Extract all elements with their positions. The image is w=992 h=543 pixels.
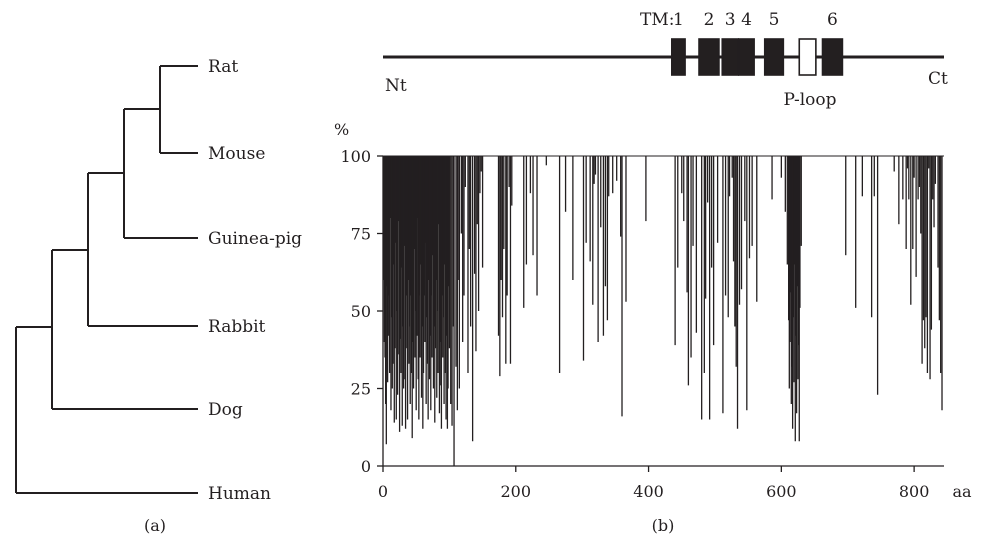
panel-label-b: (b): [652, 516, 675, 535]
x-tick-label: 0: [378, 482, 388, 501]
tm2-label: 2: [704, 10, 715, 30]
x-tick-label: 800: [899, 482, 930, 501]
y-axis-ticks: 0 25 50 75 100: [340, 147, 383, 476]
n-terminus-label: Nt: [385, 76, 407, 96]
y-tick-label: 75: [351, 225, 371, 244]
x-tick-label: 200: [501, 482, 532, 501]
tm2-segment: [698, 38, 720, 76]
taxon-label-guinea-pig: Guinea-pig: [208, 229, 302, 249]
taxon-label-human: Human: [208, 484, 271, 504]
taxon-label-rat: Rat: [208, 57, 238, 77]
taxon-label-mouse: Mouse: [208, 144, 265, 164]
conservation-plot: 0 25 50 75 100 0 200 400 600 800: [340, 147, 944, 501]
tm6-segment: [821, 38, 844, 76]
y-tick-label: 100: [340, 147, 371, 166]
tm1-segment: [670, 38, 686, 76]
y-tick-label: 0: [361, 457, 371, 476]
y-axis-title: %: [334, 120, 349, 139]
taxon-label-rabbit: Rabbit: [208, 317, 266, 337]
p-loop-segment: [798, 38, 817, 76]
c-terminus-label: Ct: [928, 69, 948, 89]
tm4-label: 4: [741, 10, 752, 30]
tm3-segment: [721, 38, 739, 76]
taxon-label-dog: Dog: [208, 400, 243, 420]
tm6-label: 6: [827, 10, 838, 30]
tm1-label: 1: [673, 10, 684, 30]
tm4-segment: [738, 38, 755, 76]
tm3-label: 3: [725, 10, 736, 30]
x-axis-ticks: 0 200 400 600 800: [378, 466, 929, 501]
phylogenetic-tree: [15, 65, 198, 494]
tm5-segment: [763, 38, 785, 76]
y-tick-label: 50: [351, 302, 371, 321]
conservation-dips: [383, 156, 943, 466]
tm-prefix-label: TM:: [640, 10, 674, 30]
p-loop-label: P-loop: [783, 90, 836, 110]
x-tick-label: 600: [766, 482, 797, 501]
x-tick-label: 400: [633, 482, 664, 501]
x-axis-title: aa: [952, 482, 972, 501]
y-tick-label: 25: [351, 380, 371, 399]
tm5-label: 5: [769, 10, 780, 30]
domain-map: [670, 38, 844, 76]
panel-label-a: (a): [144, 516, 166, 535]
